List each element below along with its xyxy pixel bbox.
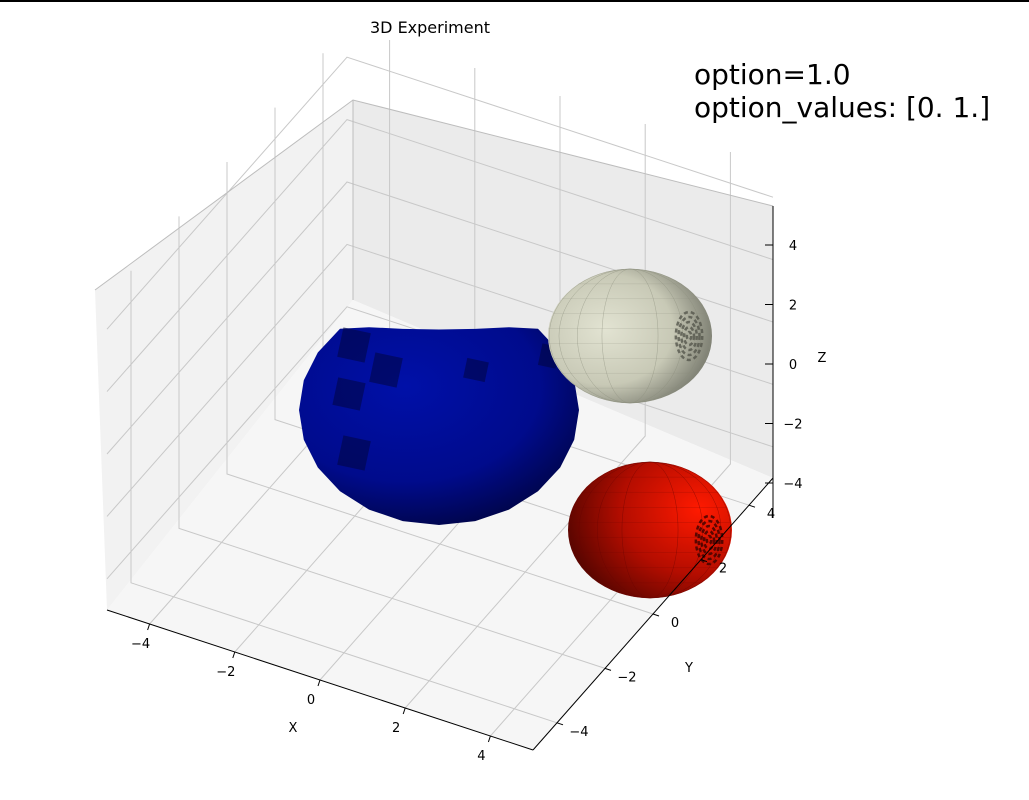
- red-sphere: [568, 461, 732, 599]
- x-tick: [317, 679, 321, 687]
- x-tick-label: 0: [307, 693, 315, 708]
- gridline-y: [130, 270, 558, 724]
- pole-ring: [697, 519, 721, 561]
- surface-facet: [337, 327, 371, 363]
- x-tick-label: −2: [216, 665, 235, 680]
- z-tick-label: −4: [783, 477, 802, 492]
- mesh-line: [548, 268, 712, 404]
- pole-ring: [700, 524, 718, 556]
- z-tick-label: −2: [783, 418, 802, 433]
- z-tick-label: 4: [789, 239, 797, 254]
- x-tick: [487, 735, 491, 743]
- y-tick-label: −2: [617, 670, 636, 685]
- mesh-line: [601, 268, 659, 404]
- pole-ring: [685, 330, 693, 342]
- mesh-line: [577, 268, 683, 404]
- pole-ring: [680, 320, 698, 352]
- pole-ring: [694, 514, 724, 566]
- y-tick: [604, 667, 612, 671]
- y-tick-label: 4: [767, 507, 775, 522]
- surface-facet: [463, 357, 489, 383]
- y-tick: [556, 722, 564, 726]
- z-tick-label: 0: [789, 358, 797, 373]
- top-border: [0, 0, 1029, 2]
- pole-ring: [702, 529, 716, 551]
- annotation-line-2: option_values: [0. 1.]: [694, 91, 990, 124]
- mesh-line: [621, 461, 679, 599]
- gridline-y: [226, 162, 654, 615]
- x-tick-label: 4: [477, 749, 485, 764]
- left-pane: [95, 100, 353, 610]
- mesh-line: [621, 461, 679, 599]
- gridline-x: [490, 152, 731, 737]
- surface-facet: [337, 435, 371, 471]
- gridline-z: [106, 56, 774, 330]
- beige-sphere: [548, 268, 712, 404]
- gridline-y: [274, 107, 702, 561]
- y-tick-label: 0: [671, 616, 679, 631]
- mesh-line: [601, 268, 659, 404]
- x-tick: [402, 707, 406, 715]
- x-axis-label: X: [289, 721, 298, 736]
- x-tick-label: −4: [131, 637, 150, 652]
- y-tick-label: 2: [719, 562, 727, 577]
- y-tick: [652, 613, 660, 617]
- mesh-line: [577, 268, 683, 404]
- x-tick-label: 2: [392, 721, 400, 736]
- pole-ring: [677, 315, 701, 357]
- z-tick-label: 2: [789, 299, 797, 314]
- x-tick: [232, 651, 236, 659]
- pole-ring: [705, 534, 713, 546]
- gridline-y: [178, 216, 606, 669]
- y-tick-label: −4: [569, 725, 588, 740]
- annotation-line-1: option=1.0: [694, 58, 851, 91]
- surface-facet: [369, 352, 403, 388]
- y-tick: [700, 559, 708, 563]
- floor-pane: [107, 300, 773, 750]
- z-axis-label: Z: [818, 351, 827, 366]
- mesh-line: [568, 461, 732, 599]
- blue-sphere: [299, 327, 579, 525]
- mesh-line: [548, 268, 712, 404]
- pole-ring: [682, 325, 696, 347]
- pole-ring: [674, 310, 704, 362]
- x-tick: [147, 623, 151, 631]
- chart-title: 3D Experiment: [370, 18, 490, 37]
- y-axis-label: Y: [684, 661, 693, 676]
- surface-facet: [332, 377, 366, 411]
- y-tick: [748, 504, 756, 508]
- sphere-surface: [568, 462, 732, 598]
- gridline-x: [404, 124, 646, 709]
- sphere-surface: [548, 269, 712, 403]
- gridline-z: [106, 119, 774, 392]
- mesh-line: [568, 461, 732, 599]
- sphere-surface: [299, 327, 579, 525]
